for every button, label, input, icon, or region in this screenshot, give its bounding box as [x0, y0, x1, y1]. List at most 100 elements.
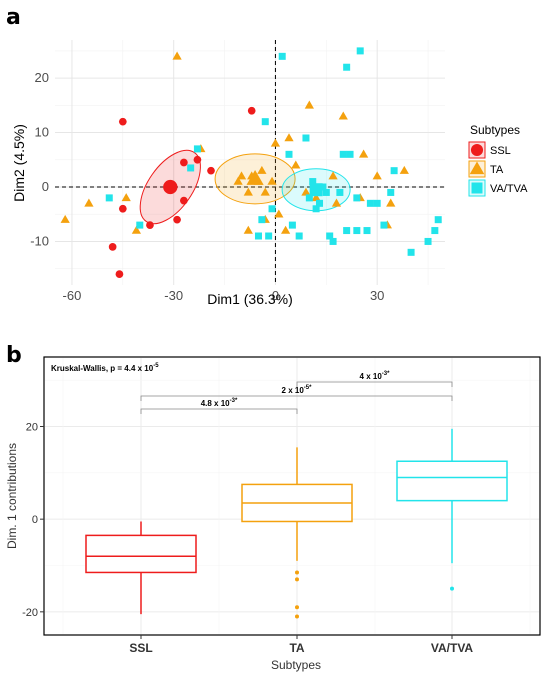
point-ta [243, 187, 253, 196]
point-ta [328, 171, 338, 180]
point-ssl [180, 158, 188, 167]
point-ta [274, 209, 284, 218]
point-va-tva [329, 237, 337, 245]
scatter-x-axis-title: Dim1 (36.3%) [207, 291, 293, 307]
point-va-tva [261, 118, 269, 126]
y-tick-label: 10 [35, 125, 49, 140]
scatter-tick-labels: -60 -30 0 30 -10 0 10 20 [30, 70, 384, 303]
point-va-tva [309, 178, 317, 186]
legend-label: VA/TVA [490, 183, 528, 195]
point-ta [121, 193, 131, 202]
box-iqr [396, 460, 508, 502]
point-va-tva [322, 188, 330, 196]
point-ssl [115, 270, 124, 278]
point-va-tva [343, 227, 351, 235]
x-tick-label: 30 [370, 288, 384, 303]
scatter-y-axis-title: Dim2 (4.5%) [11, 124, 27, 202]
point-ta [399, 165, 409, 174]
boxplot-boxes [85, 428, 508, 619]
legend-label: TA [490, 164, 504, 176]
point-ta [372, 171, 382, 180]
significance-bracket: 4 x 10-3* [296, 371, 453, 387]
point-va-tva [302, 134, 310, 142]
point-va-tva [285, 150, 293, 158]
kruskal-wallis-label: Kruskal-Wallis, p = 4.4 x 10-5 [51, 363, 159, 373]
point-va-tva [187, 164, 195, 172]
boxplot-y-axis-title: Dim. 1 contributions [5, 443, 19, 549]
outlier-point [295, 614, 299, 619]
point-va-tva [326, 232, 334, 240]
outlier-point [295, 605, 299, 610]
point-va-tva [407, 248, 415, 256]
point-ta [291, 160, 301, 169]
point-ta [270, 138, 281, 147]
point-va-tva [265, 232, 273, 240]
bracket-line [296, 381, 453, 387]
point-va-tva [316, 199, 324, 207]
box-iqr [85, 534, 197, 574]
point-ta [284, 133, 294, 142]
significance-brackets: 4.8 x 10-3* 2 x 10-5* 4 x 10-3* [140, 371, 453, 414]
legend-marker [470, 143, 484, 157]
x-tick-label: SSL [129, 641, 152, 655]
point-ta [311, 193, 321, 202]
point-ta [280, 225, 291, 234]
point-ta [267, 176, 277, 185]
point-va-tva [136, 221, 144, 229]
x-tick-label: VA/TVA [431, 641, 474, 655]
outlier-point [295, 570, 299, 575]
point-ssl [180, 196, 188, 205]
legend-marker [469, 161, 485, 175]
point-va-tva [390, 167, 398, 175]
scatter-reference-lines [55, 40, 445, 285]
point-va-tva [366, 199, 374, 207]
outlier-point [450, 586, 454, 591]
x-tick-label: 0 [272, 288, 279, 303]
box-va-tva [396, 428, 508, 591]
significance-bracket: 2 x 10-5* [140, 385, 453, 401]
point-va-tva [353, 227, 361, 235]
panel-a: a -60 -30 0 30 -10 0 10 20 Dim1 (36.3%) Dim2 (4… [6, 5, 528, 307]
point-ta [260, 187, 270, 196]
centroid-ssl [163, 179, 178, 195]
legend-entry-ta: TA [468, 160, 504, 178]
bracket-p-value: 4.8 x 10-3* [201, 398, 238, 408]
point-ta [236, 171, 247, 180]
y-tick-label: 20 [26, 422, 38, 434]
point-va-tva [278, 52, 286, 60]
point-va-tva [356, 47, 364, 55]
boxplot-frame [43, 356, 541, 636]
panel-b: b -20 0 20 SSL TA VA/TVA Kruskal-Wallis, p = … [5, 343, 541, 672]
box-ssl [85, 521, 197, 615]
y-tick-label: 0 [42, 179, 49, 194]
point-ssl [146, 221, 154, 229]
outlier-point [295, 577, 299, 582]
centroid-ta [246, 169, 264, 185]
point-va-tva [380, 221, 388, 229]
box-ta [241, 447, 353, 619]
point-ta [172, 51, 182, 60]
point-va-tva [434, 216, 442, 224]
boxplot-x-axis-title: Subtypes [271, 658, 321, 672]
point-ta [331, 198, 342, 207]
boxplot-tick-labels: -20 0 20 SSL TA VA/TVA [22, 422, 473, 656]
scatter-legend: Subtypes SSL TA VA/TVA [468, 123, 528, 197]
bracket-p-value: 2 x 10-5* [282, 385, 313, 395]
point-ssl [193, 155, 202, 164]
significance-bracket: 4.8 x 10-3* [140, 398, 298, 414]
y-tick-label: -10 [30, 233, 49, 248]
y-tick-label: 20 [35, 70, 49, 85]
legend-entry-ssl: SSL [468, 141, 511, 159]
legend-marker [471, 182, 483, 194]
centroid-va-tva [309, 183, 323, 197]
point-va-tva [363, 227, 371, 235]
point-va-tva [312, 205, 320, 213]
y-tick-label: -20 [22, 607, 38, 619]
panel-b-letter: b [6, 343, 22, 368]
point-ssl [108, 243, 117, 251]
point-va-tva [254, 232, 262, 240]
point-va-tva [431, 227, 439, 235]
point-va-tva [339, 150, 347, 158]
point-ta [304, 100, 314, 109]
point-va-tva [424, 237, 432, 245]
